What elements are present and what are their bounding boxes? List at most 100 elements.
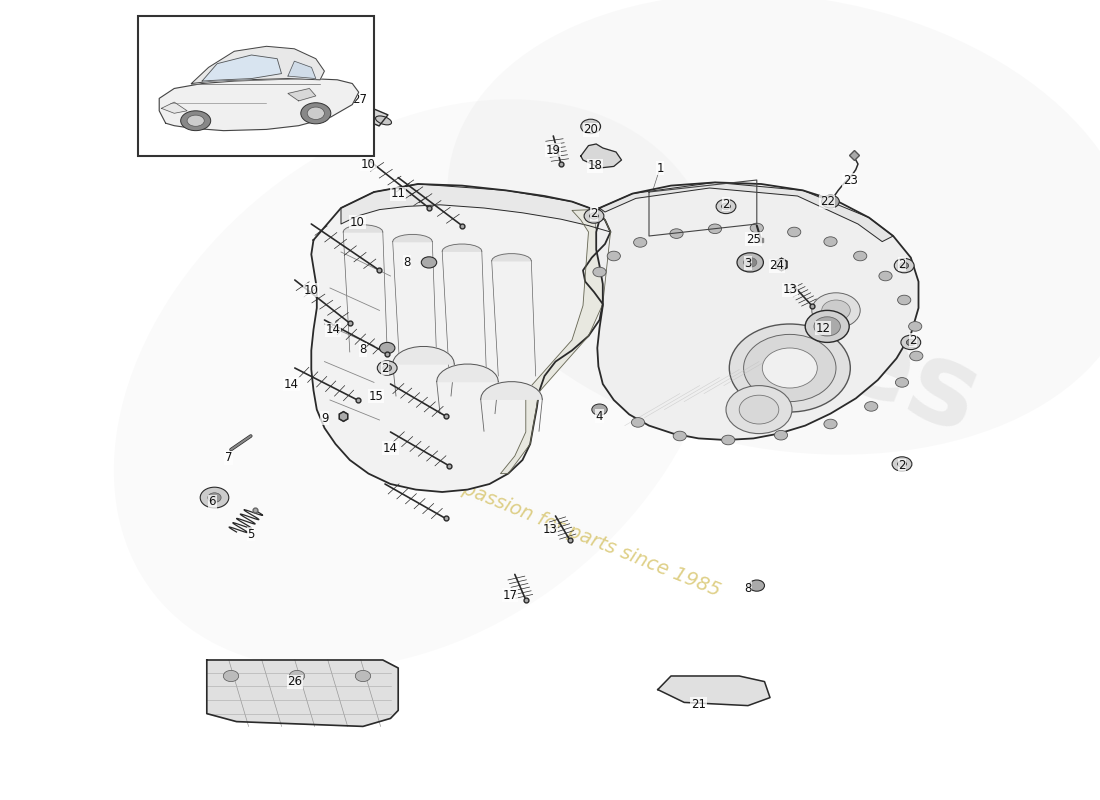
Polygon shape <box>481 382 542 399</box>
Polygon shape <box>393 346 454 364</box>
Text: 21: 21 <box>691 698 706 710</box>
Circle shape <box>812 293 860 328</box>
Text: 3: 3 <box>745 257 751 270</box>
Ellipse shape <box>300 102 331 124</box>
Text: 2: 2 <box>723 198 729 210</box>
Circle shape <box>762 348 817 388</box>
Text: 2: 2 <box>382 362 388 374</box>
Polygon shape <box>437 364 498 382</box>
Polygon shape <box>331 95 388 126</box>
Bar <box>138 16 374 156</box>
Circle shape <box>729 324 850 412</box>
Circle shape <box>634 238 647 247</box>
Text: 27: 27 <box>352 93 367 106</box>
Polygon shape <box>581 144 622 168</box>
Circle shape <box>898 295 911 305</box>
Text: 18: 18 <box>587 159 603 172</box>
Text: 12: 12 <box>815 322 830 334</box>
Circle shape <box>894 258 914 273</box>
Circle shape <box>673 431 686 441</box>
Text: 14: 14 <box>326 323 341 336</box>
Circle shape <box>200 487 229 508</box>
Polygon shape <box>596 182 918 440</box>
Polygon shape <box>162 102 187 114</box>
Polygon shape <box>658 676 770 706</box>
Circle shape <box>708 224 722 234</box>
Text: 8: 8 <box>360 343 366 356</box>
Circle shape <box>722 203 730 210</box>
Circle shape <box>898 461 906 467</box>
Text: 14: 14 <box>284 378 299 390</box>
Polygon shape <box>288 89 316 101</box>
Circle shape <box>749 580 764 591</box>
Circle shape <box>744 258 757 267</box>
Text: 22: 22 <box>820 195 835 208</box>
Circle shape <box>865 402 878 411</box>
Text: 24: 24 <box>769 259 784 272</box>
Text: 13: 13 <box>782 283 797 296</box>
Text: 10: 10 <box>361 158 376 170</box>
Text: 17: 17 <box>503 589 518 602</box>
Circle shape <box>910 351 923 361</box>
Text: euces: euces <box>610 215 996 457</box>
Circle shape <box>822 300 850 321</box>
Circle shape <box>788 227 801 237</box>
Circle shape <box>774 430 788 440</box>
Circle shape <box>822 195 839 208</box>
Text: 1: 1 <box>657 162 663 174</box>
Polygon shape <box>600 182 893 242</box>
Polygon shape <box>160 78 359 130</box>
Text: 10: 10 <box>304 284 319 297</box>
Circle shape <box>223 670 239 682</box>
Text: 7: 7 <box>226 451 232 464</box>
Text: 8: 8 <box>745 582 751 594</box>
Circle shape <box>593 267 606 277</box>
Polygon shape <box>393 234 432 242</box>
Circle shape <box>814 317 840 336</box>
Circle shape <box>750 223 763 233</box>
Circle shape <box>739 395 779 424</box>
Text: 11: 11 <box>390 187 406 200</box>
Circle shape <box>208 493 221 502</box>
Text: 14: 14 <box>383 442 398 454</box>
Polygon shape <box>311 184 610 492</box>
Polygon shape <box>207 660 398 726</box>
Circle shape <box>737 253 763 272</box>
Circle shape <box>584 209 604 223</box>
Circle shape <box>722 435 735 445</box>
Circle shape <box>377 361 397 375</box>
Text: 6: 6 <box>209 495 216 508</box>
Circle shape <box>383 365 392 371</box>
Circle shape <box>906 339 915 346</box>
Circle shape <box>670 229 683 238</box>
Circle shape <box>900 262 909 269</box>
Circle shape <box>607 251 620 261</box>
Ellipse shape <box>180 110 211 130</box>
Polygon shape <box>288 61 316 78</box>
Polygon shape <box>202 55 282 81</box>
Circle shape <box>909 322 922 331</box>
Circle shape <box>289 670 305 682</box>
Circle shape <box>744 334 836 402</box>
Circle shape <box>592 404 607 415</box>
Ellipse shape <box>187 115 205 126</box>
Text: a passion for parts since 1985: a passion for parts since 1985 <box>443 472 723 600</box>
Circle shape <box>854 251 867 261</box>
Circle shape <box>805 310 849 342</box>
Circle shape <box>716 199 736 214</box>
Ellipse shape <box>448 0 1100 454</box>
Circle shape <box>824 237 837 246</box>
Circle shape <box>355 670 371 682</box>
Circle shape <box>879 271 892 281</box>
Polygon shape <box>442 244 482 251</box>
Circle shape <box>421 257 437 268</box>
Circle shape <box>581 119 601 134</box>
Circle shape <box>590 213 598 219</box>
Circle shape <box>901 335 921 350</box>
Text: 9: 9 <box>321 412 328 425</box>
Polygon shape <box>191 46 324 83</box>
Circle shape <box>892 457 912 471</box>
Ellipse shape <box>375 116 392 125</box>
Ellipse shape <box>307 107 324 119</box>
Text: 10: 10 <box>350 216 365 229</box>
